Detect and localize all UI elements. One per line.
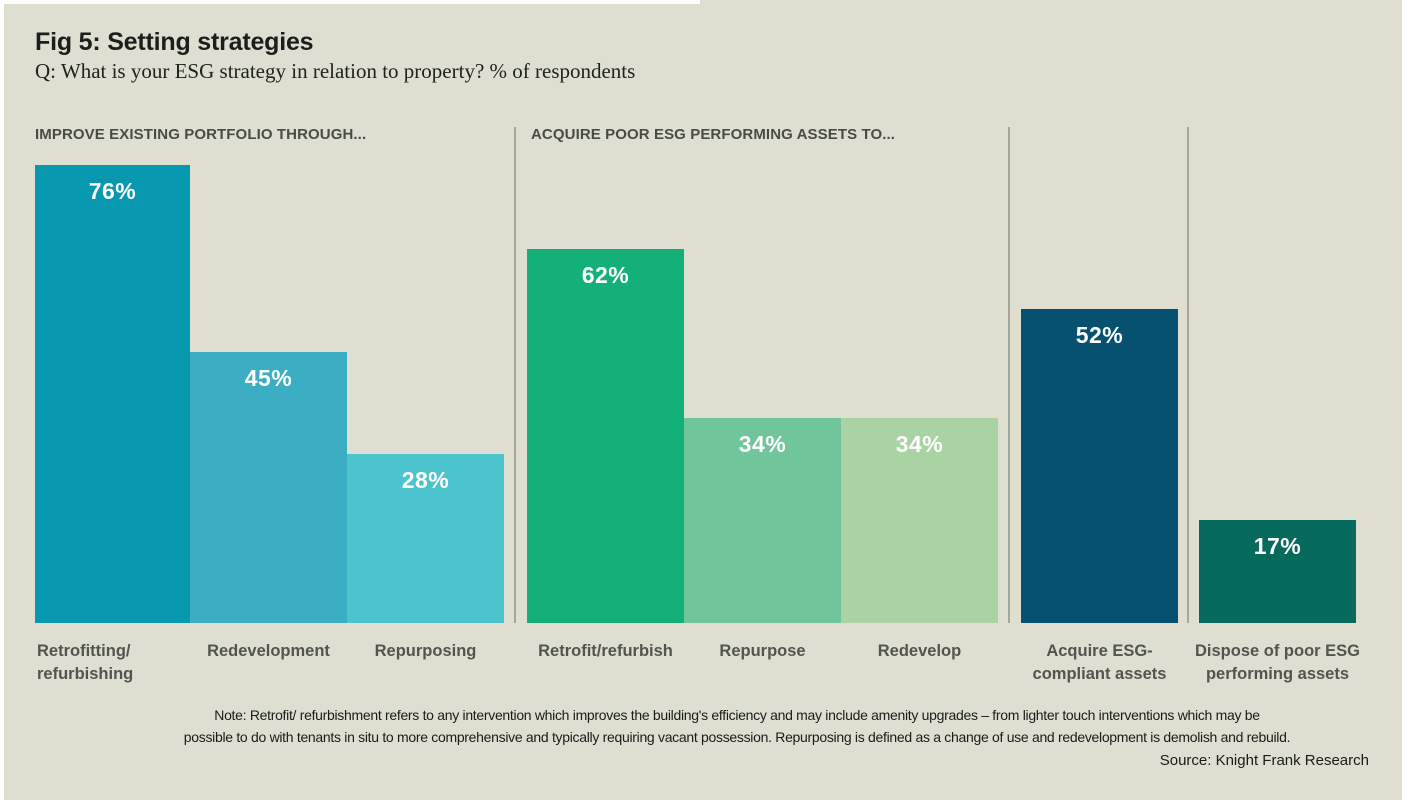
bar-redevelopment: 45% xyxy=(190,352,347,623)
bar-acquire-esg-compliant-assets: 52% xyxy=(1021,309,1178,623)
bar-label-dispose-of-poor-esg-performing-assets: Dispose of poor ESG performing assets xyxy=(1194,642,1361,683)
bar-label-retrofit-refurbish: Retrofit/refurbish xyxy=(538,642,673,660)
bar-label-redevelopment: Redevelopment xyxy=(207,642,330,660)
bar-label-acquire-esg-compliant-assets: Acquire ESG- compliant assets xyxy=(1032,642,1167,683)
figure-title: Fig 5: Setting strategies xyxy=(35,28,314,56)
bar-value-label: 28% xyxy=(401,467,450,493)
bar-label-repurposing: Repurposing xyxy=(374,642,477,660)
bar-label-redevelop: Redevelop xyxy=(877,642,962,660)
section-header-improve-existing-portfolio: IMPROVE EXISTING PORTFOLIO THROUGH... xyxy=(35,126,367,143)
bar-label-repurpose: Repurpose xyxy=(719,642,806,660)
bar-retrofitting-refurbishing: 76% xyxy=(35,165,190,623)
bar-retrofit-refurbish: 62% xyxy=(527,249,684,623)
bar-label-retrofitting-refurbishing: Retrofitting/ refurbishing xyxy=(37,642,134,683)
bar-value-label: 45% xyxy=(244,365,293,391)
bar-value-label: 34% xyxy=(895,431,944,457)
bar-value-label: 52% xyxy=(1075,322,1124,348)
bar-value-label: 76% xyxy=(88,178,137,204)
figure-source: Source: Knight Frank Research xyxy=(1159,752,1369,769)
bar-redevelop: 34% xyxy=(841,418,998,623)
section-divider xyxy=(514,127,516,623)
figure-note: Note: Retrofit/ refurbishment refers to … xyxy=(183,707,1291,745)
figure-subtitle: Q: What is your ESG strategy in relation… xyxy=(35,59,636,83)
bar-value-label: 17% xyxy=(1253,533,1302,559)
bar-dispose-of-poor-esg-performing-assets: 17% xyxy=(1199,520,1356,623)
bar-repurpose: 34% xyxy=(684,418,841,623)
bar-value-label: 34% xyxy=(738,431,787,457)
page-edge-top xyxy=(0,0,700,4)
bar-value-label: 62% xyxy=(581,262,630,288)
bar-repurposing: 28% xyxy=(347,454,504,623)
section-divider xyxy=(1008,127,1010,623)
section-divider xyxy=(1187,127,1189,623)
page-edge-left xyxy=(0,0,4,800)
section-header-acquire-poor-esg-assets: ACQUIRE POOR ESG PERFORMING ASSETS TO... xyxy=(531,126,896,143)
